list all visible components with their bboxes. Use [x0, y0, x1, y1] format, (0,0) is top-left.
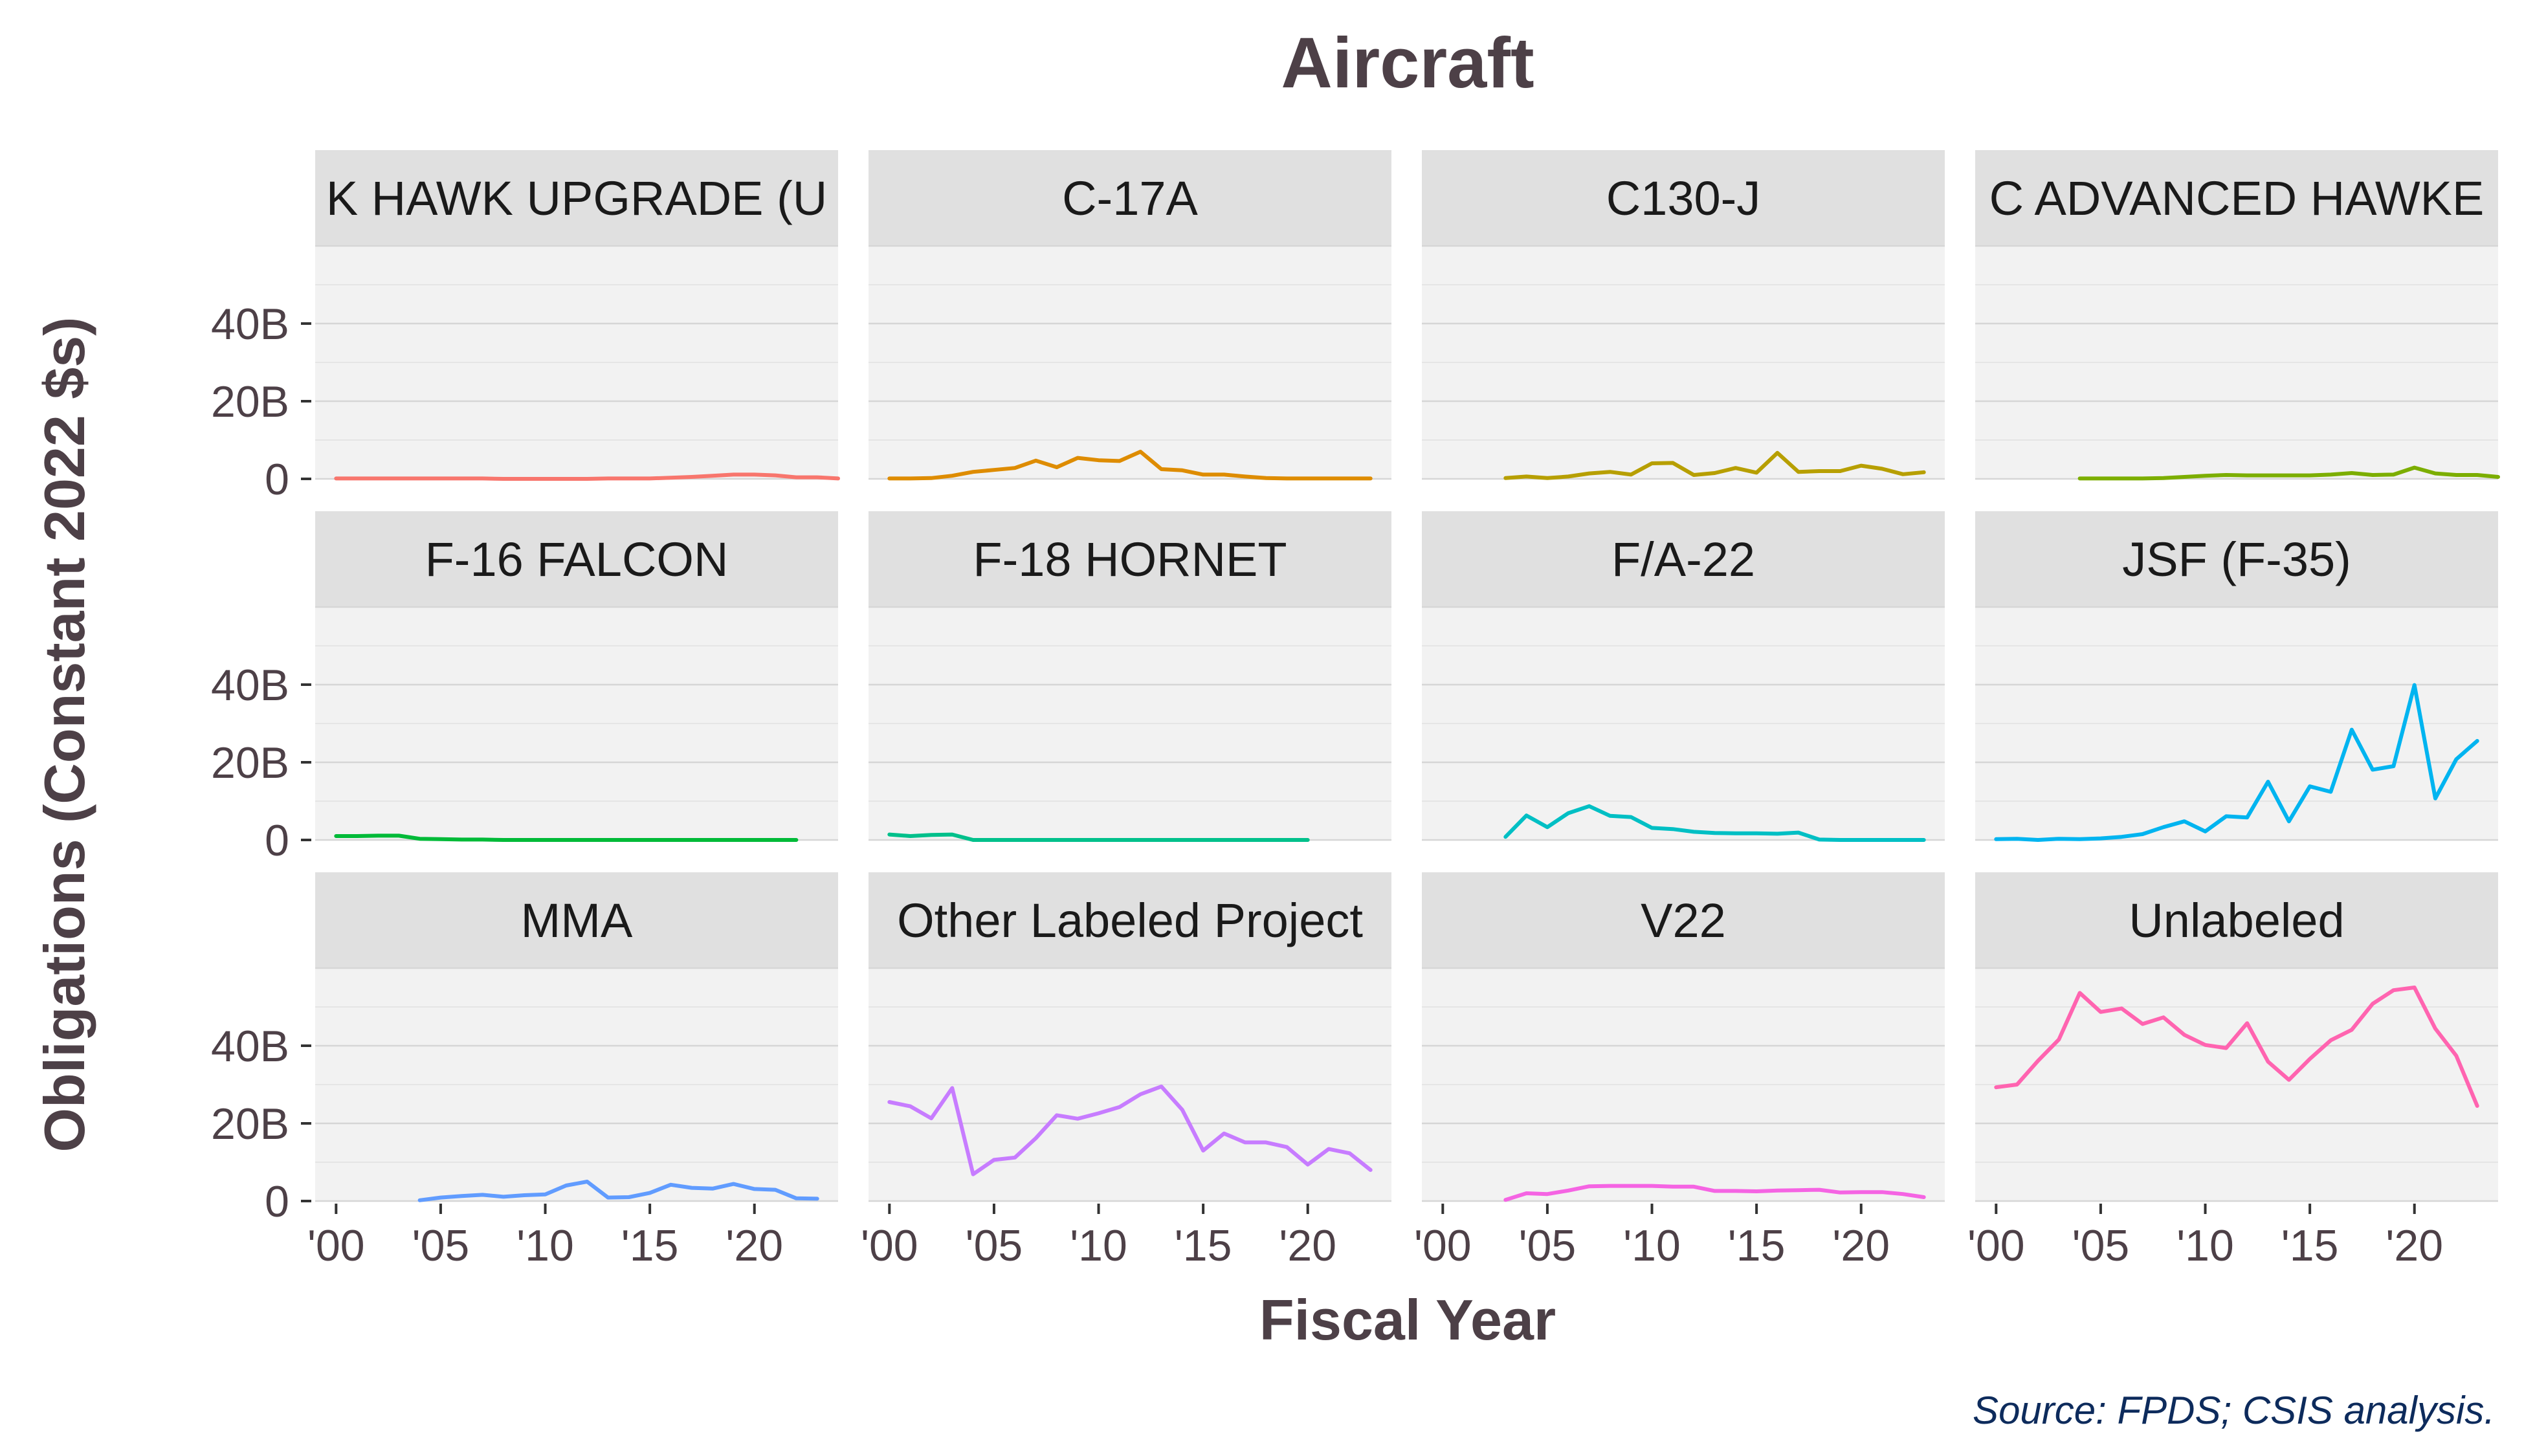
series-line	[887, 450, 1373, 481]
panel-strip	[1422, 150, 1945, 246]
panel-strip	[1975, 511, 2498, 607]
chart-title: Aircraft	[1281, 23, 1534, 103]
x-tick-label: '10	[1623, 1221, 1681, 1270]
x-tick-label: '05	[1519, 1221, 1577, 1270]
panel-strip	[315, 511, 838, 607]
panel-strip	[315, 872, 838, 968]
series-line	[2077, 465, 2500, 481]
series-line	[417, 1180, 819, 1202]
series-line	[1994, 986, 2479, 1108]
panel-label: F-16 FALCON	[425, 533, 729, 586]
x-tick-label: '00	[861, 1221, 918, 1270]
panel: C130-J	[1422, 150, 1945, 480]
panel: V22 '00 '05 '10 '15 '20	[1414, 872, 1945, 1270]
x-tick-label: '05	[412, 1221, 470, 1270]
x-tick-label: '00	[1967, 1221, 2025, 1270]
x-tick-label: '10	[1070, 1221, 1127, 1270]
panel-label: F/A-22	[1611, 533, 1755, 586]
panel: C-17A	[869, 150, 1391, 481]
panel-strip	[869, 511, 1391, 607]
panel: Unlabeled '00 '05 '10 '15 '20	[1967, 872, 2498, 1270]
x-axis-title: Fiscal Year	[1259, 1288, 1556, 1352]
panel-label: JSF (F-35)	[2122, 533, 2351, 586]
x-tick-label: '20	[1279, 1221, 1336, 1270]
panel-label: V22	[1641, 894, 1726, 947]
panel-strip	[1975, 872, 2498, 968]
y-tick-label: 20B	[211, 1099, 289, 1149]
facet-grid: K HAWK UPGRADE (U 0 20B 40B C-17A C130-J C ADV…	[211, 150, 2500, 1270]
y-tick-label: 40B	[211, 661, 289, 710]
series-line	[887, 1085, 1373, 1176]
source-note: Source: FPDS; CSIS analysis.	[1973, 1389, 2495, 1432]
panel: F/A-22	[1422, 511, 1945, 842]
panel: K HAWK UPGRADE (U 0 20B 40B	[211, 150, 840, 504]
x-tick-label: '05	[966, 1221, 1023, 1270]
x-tick-label: '15	[2281, 1221, 2339, 1270]
x-tick-label: '00	[1414, 1221, 1472, 1270]
panel-label: K HAWK UPGRADE (U	[326, 171, 827, 225]
x-tick-label: '00	[307, 1221, 365, 1270]
y-tick-label: 0	[265, 816, 289, 865]
y-axis-title: Obligations (Constant 2022 $s)	[32, 317, 96, 1153]
x-tick-label: '20	[1832, 1221, 1890, 1270]
series-line	[334, 472, 840, 481]
y-tick-label: 40B	[211, 1022, 289, 1071]
x-tick-label: '15	[1728, 1221, 1786, 1270]
x-tick-label: '10	[516, 1221, 574, 1270]
series-line	[1503, 450, 1926, 480]
panel-label: C-17A	[1062, 171, 1198, 225]
series-line	[1503, 1184, 1926, 1202]
panel-strip	[1422, 511, 1945, 607]
y-tick-label: 40B	[211, 300, 289, 349]
x-tick-label: '10	[2176, 1221, 2234, 1270]
series-line	[334, 833, 799, 842]
panel-label: MMA	[521, 894, 633, 947]
y-tick-label: 20B	[211, 738, 289, 788]
y-tick-label: 0	[265, 455, 289, 504]
panel-label: C130-J	[1606, 171, 1761, 225]
panel: Other Labeled Project '00 '05 '10 '15 '20	[861, 872, 1391, 1270]
series-line	[887, 832, 1310, 842]
panel-strip	[1975, 150, 2498, 246]
panel-strip	[869, 872, 1391, 968]
x-tick-label: '15	[1175, 1221, 1232, 1270]
x-tick-label: '05	[2072, 1221, 2130, 1270]
series-line	[1994, 683, 2479, 842]
panel: JSF (F-35)	[1975, 511, 2498, 842]
x-tick-label: '20	[725, 1221, 783, 1270]
panel: C ADVANCED HAWKE	[1975, 150, 2500, 481]
y-tick-label: 0	[265, 1177, 289, 1226]
panel-label: C ADVANCED HAWKE	[1989, 171, 2485, 225]
panel-label: Unlabeled	[2129, 894, 2344, 947]
panel-strip	[315, 150, 838, 246]
x-tick-label: '20	[2386, 1221, 2443, 1270]
panel: F-16 FALCON 0 20B 40B	[211, 511, 838, 865]
x-tick-label: '15	[621, 1221, 679, 1270]
panel-strip	[869, 150, 1391, 246]
panel-label: F-18 HORNET	[973, 533, 1287, 586]
y-tick-label: 20B	[211, 377, 289, 426]
panel: MMA 0 20B 40B '00 '05 '10 '15 '20	[211, 872, 838, 1270]
panel-strip	[1422, 872, 1945, 968]
panel: F-18 HORNET	[869, 511, 1391, 842]
series-line	[1503, 804, 1926, 842]
panel-label: Other Labeled Project	[897, 894, 1363, 947]
